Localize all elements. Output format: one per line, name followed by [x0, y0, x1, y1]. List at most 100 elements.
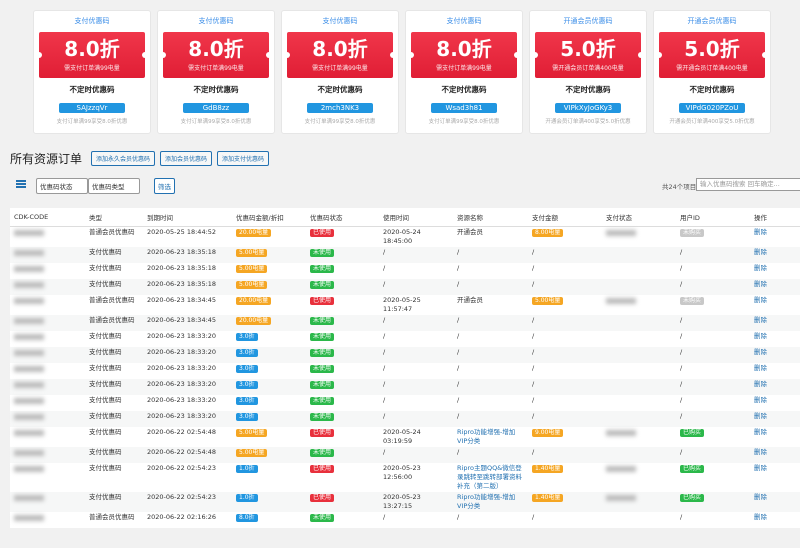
- delete-link[interactable]: 删除: [754, 380, 767, 388]
- cell-text: 2020-06-22 02:54:23: [147, 493, 217, 501]
- coupon-card: 支付优惠码 8.0折 需支付订单满99电量 不定时优惠码 SAJzzqVr 支付订单满99…: [33, 10, 151, 134]
- blurred-text: [606, 495, 636, 501]
- cell: 删除: [750, 363, 800, 379]
- delete-link[interactable]: 删除: [754, 493, 767, 501]
- delete-link[interactable]: 删除: [754, 316, 767, 324]
- delete-link[interactable]: 删除: [754, 428, 767, 436]
- cell: /: [676, 347, 750, 363]
- cell: 5.00电量: [528, 295, 602, 315]
- cell: /: [528, 279, 602, 295]
- badge: 20.00电量: [236, 317, 272, 325]
- cell-text: 支付优惠码: [89, 464, 122, 472]
- blurred-cell: [602, 395, 676, 411]
- cell: 删除: [750, 411, 800, 427]
- cell-text: 普通会员优惠码: [89, 296, 135, 304]
- badge: 已使用: [310, 494, 335, 502]
- cell: 2020-06-23 18:33:20: [143, 331, 232, 347]
- delete-link[interactable]: 删除: [754, 264, 767, 272]
- delete-link[interactable]: 删除: [754, 228, 767, 236]
- cell: /: [528, 447, 602, 463]
- code[interactable]: VIPkXyJoGKy3: [555, 103, 621, 113]
- delete-link[interactable]: 删除: [754, 332, 767, 340]
- cell-text: 支付优惠码: [89, 493, 122, 501]
- discount: 5.0折: [684, 37, 740, 61]
- resource-link[interactable]: Ripro功能增强-增加VIP分类: [457, 428, 516, 445]
- search-input[interactable]: 输入优惠码搜索 回车确定...: [696, 178, 800, 191]
- badge: 5.00电量: [236, 249, 268, 257]
- code[interactable]: Wsad3h81: [431, 103, 497, 113]
- cell-text: 2020-05-25 18:44:52: [147, 228, 217, 236]
- cell: /: [528, 347, 602, 363]
- cell: /: [453, 447, 528, 463]
- cell: 2020-06-22 02:54:48: [143, 427, 232, 447]
- delete-link[interactable]: 删除: [754, 396, 767, 404]
- blurred-cell: [10, 379, 85, 395]
- delete-link[interactable]: 删除: [754, 513, 767, 521]
- badge: 20.00电量: [236, 229, 272, 237]
- table-row: 支付优惠码 2020-06-22 02:54:48 5.00电量 已使用 2020-05…: [10, 427, 800, 447]
- code[interactable]: GdB8zz: [183, 103, 249, 113]
- filter-button[interactable]: 筛选: [154, 178, 175, 194]
- cell: 开通会员: [453, 227, 528, 248]
- blurred-cell: [10, 227, 85, 248]
- type-select[interactable]: 优惠码类型: [88, 178, 140, 194]
- cell: /: [528, 247, 602, 263]
- cell-text: /: [532, 396, 535, 404]
- cell-text: 2020-06-23 18:33:20: [147, 348, 217, 356]
- cell-text: /: [532, 380, 535, 388]
- badge: 3.0折: [236, 333, 258, 341]
- delete-link[interactable]: 删除: [754, 348, 767, 356]
- cell-text: /: [383, 448, 386, 456]
- cell-text: /: [532, 348, 535, 356]
- resource-link[interactable]: Ripro功能增强-增加VIP分类: [457, 493, 516, 510]
- blurred-text: [14, 350, 44, 356]
- code[interactable]: 2mch3NK3: [307, 103, 373, 113]
- blurred-text: [606, 466, 636, 472]
- column-header: 操作: [750, 208, 800, 227]
- cell: 1.0折: [232, 492, 306, 512]
- cell-text: /: [680, 364, 683, 372]
- cell-text: /: [457, 396, 460, 404]
- cell: 20.00电量: [232, 227, 306, 248]
- badge: 5.00电量: [236, 449, 268, 457]
- delete-link[interactable]: 删除: [754, 296, 767, 304]
- cell: 2020-05-25 18:44:52: [143, 227, 232, 248]
- card-header: 开通会员优惠码: [563, 17, 613, 25]
- cell: /: [676, 263, 750, 279]
- table-row: 支付优惠码 2020-06-23 18:33:20 3.0折 未使用 / / / / 删除: [10, 411, 800, 427]
- delete-link[interactable]: 删除: [754, 280, 767, 288]
- delete-link[interactable]: 删除: [754, 248, 767, 256]
- delete-link[interactable]: 删除: [754, 364, 767, 372]
- cell: 支付优惠码: [85, 279, 143, 295]
- add-button[interactable]: 添加永久会员优惠码: [91, 151, 156, 166]
- table-row: 普通会员优惠码 2020-05-25 18:44:52 20.00电量 已使用 2020…: [10, 227, 800, 248]
- code[interactable]: VIPdG020PZoU: [679, 103, 745, 113]
- badge: 已使用: [310, 465, 335, 473]
- cell: /: [453, 347, 528, 363]
- cell-text: /: [532, 412, 535, 420]
- tag: 不定时优惠码: [689, 85, 735, 94]
- delete-link[interactable]: 删除: [754, 464, 767, 472]
- code[interactable]: SAJzzqVr: [59, 103, 125, 113]
- cell: /: [379, 447, 453, 463]
- cell-text: /: [457, 364, 460, 372]
- cell: 支付优惠码: [85, 463, 143, 492]
- cell: /: [528, 395, 602, 411]
- status-select[interactable]: 优惠码状态: [36, 178, 88, 194]
- delete-link[interactable]: 删除: [754, 412, 767, 420]
- cell-text: /: [532, 332, 535, 340]
- add-button[interactable]: 添加会员优惠码: [160, 151, 213, 166]
- blurred-text: [14, 414, 44, 420]
- delete-link[interactable]: 删除: [754, 448, 767, 456]
- resource-link[interactable]: Ripro主题QQ&微信登录跳转至跳转部署资料补充（第二版）: [457, 464, 522, 490]
- cell: 支付优惠码: [85, 331, 143, 347]
- cell-text: /: [532, 264, 535, 272]
- cell: 2020-05-25 11:57:47: [379, 295, 453, 315]
- cell-text: /: [680, 332, 683, 340]
- blurred-cell: [10, 492, 85, 512]
- card-header: 开通会员优惠码: [687, 17, 737, 25]
- cell-text: 2020-05-24 03:19:59: [383, 428, 421, 445]
- add-button[interactable]: 添加支付优惠码: [217, 151, 270, 166]
- cell-text: /: [457, 264, 460, 272]
- cell: 8.0折: [232, 512, 306, 528]
